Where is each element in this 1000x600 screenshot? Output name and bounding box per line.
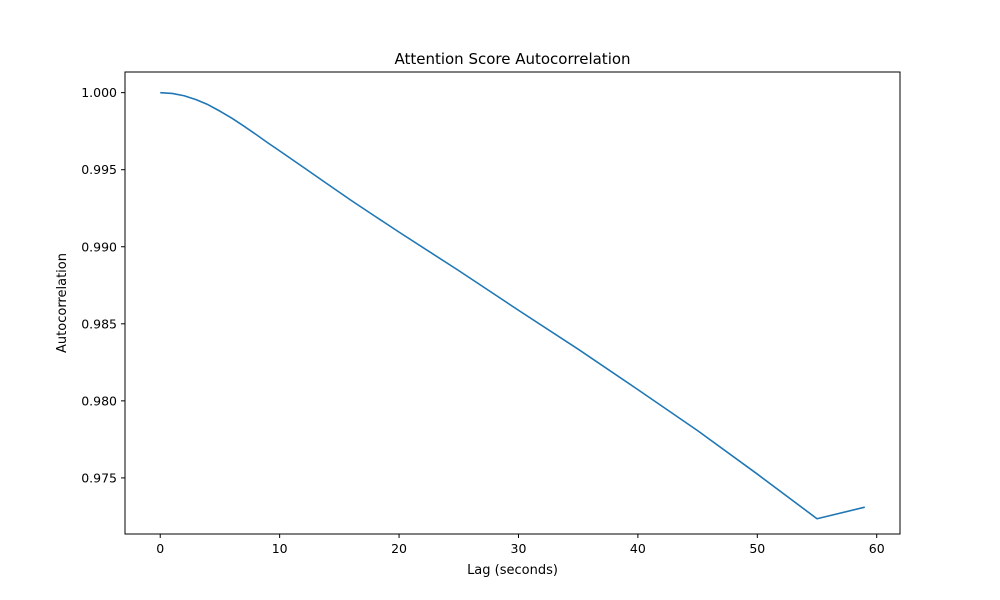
x-tick-label: 50 bbox=[749, 541, 765, 556]
axes-frame bbox=[124, 71, 901, 535]
plot-area bbox=[124, 71, 901, 535]
y-tick-label: 0.975 bbox=[81, 470, 117, 485]
x-axis-ticks: 0 10 20 30 40 50 60 bbox=[156, 534, 885, 556]
y-tick-label: 0.980 bbox=[81, 393, 117, 408]
x-tick-label: 60 bbox=[869, 541, 885, 556]
y-axis-ticks: 0.975 0.980 0.985 0.990 0.995 1.000 bbox=[81, 85, 125, 485]
y-tick-label: 1.000 bbox=[81, 85, 117, 100]
y-tick-label: 0.995 bbox=[81, 162, 117, 177]
series-layer bbox=[160, 91, 865, 520]
y-tick-label: 0.990 bbox=[81, 239, 117, 254]
x-tick-label: 30 bbox=[511, 541, 527, 556]
x-tick-label: 0 bbox=[156, 541, 164, 556]
y-axis-label: Autocorrelation bbox=[55, 253, 70, 353]
x-axis-label: Lag (seconds) bbox=[467, 563, 558, 578]
chart-title: Attention Score Autocorrelation bbox=[394, 50, 630, 68]
x-tick-label: 40 bbox=[630, 541, 646, 556]
x-tick-label: 20 bbox=[391, 541, 407, 556]
x-tick-label: 10 bbox=[272, 541, 288, 556]
y-tick-label: 0.985 bbox=[81, 316, 117, 331]
series-line-0 bbox=[160, 91, 865, 520]
